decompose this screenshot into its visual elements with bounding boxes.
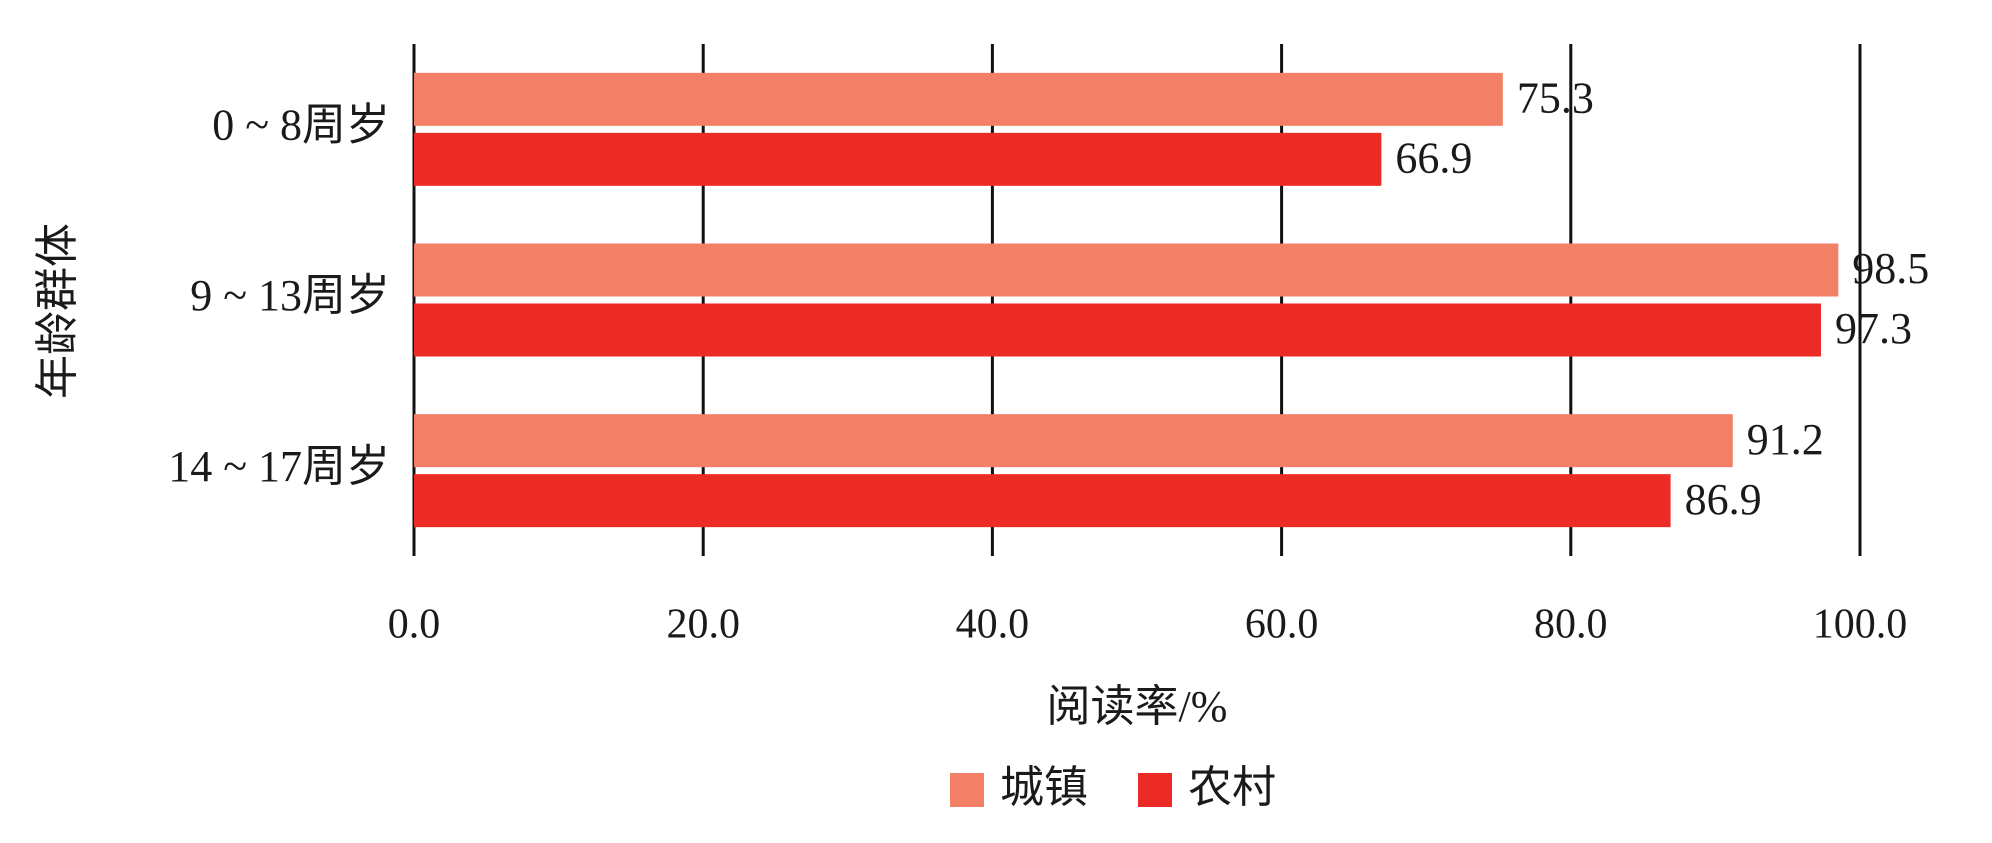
x-tick-label: 60.0 [1245,602,1319,648]
bar [414,243,1839,297]
y-tick-label: 14 ~ 17周岁 [168,442,390,491]
y-axis-title: 年龄群体 [33,223,82,399]
bar [414,132,1382,186]
data-label: 98.5 [1852,244,1929,293]
data-label: 91.2 [1747,415,1824,464]
legend-swatch [950,773,984,807]
data-label: 86.9 [1685,475,1762,524]
data-label: 75.3 [1517,73,1594,122]
legend-label: 城镇 [1000,763,1088,812]
x-tick-label: 20.0 [666,602,740,648]
legend-label: 农村 [1188,763,1276,812]
bar [414,72,1503,126]
bar [414,414,1733,468]
bar [414,474,1671,528]
x-tick-label: 80.0 [1534,602,1608,648]
x-axis-title: 阅读率/% [1047,682,1228,731]
y-tick-label: 0 ~ 8周岁 [212,100,390,149]
legend-swatch [1138,773,1172,807]
y-tick-label: 9 ~ 13周岁 [190,271,390,320]
data-label: 97.3 [1835,304,1912,353]
bar [414,303,1821,357]
x-tick-label: 40.0 [956,602,1030,648]
x-tick-label: 0.0 [388,602,441,648]
data-label: 66.9 [1395,133,1472,182]
x-tick-label: 100.0 [1813,602,1908,648]
